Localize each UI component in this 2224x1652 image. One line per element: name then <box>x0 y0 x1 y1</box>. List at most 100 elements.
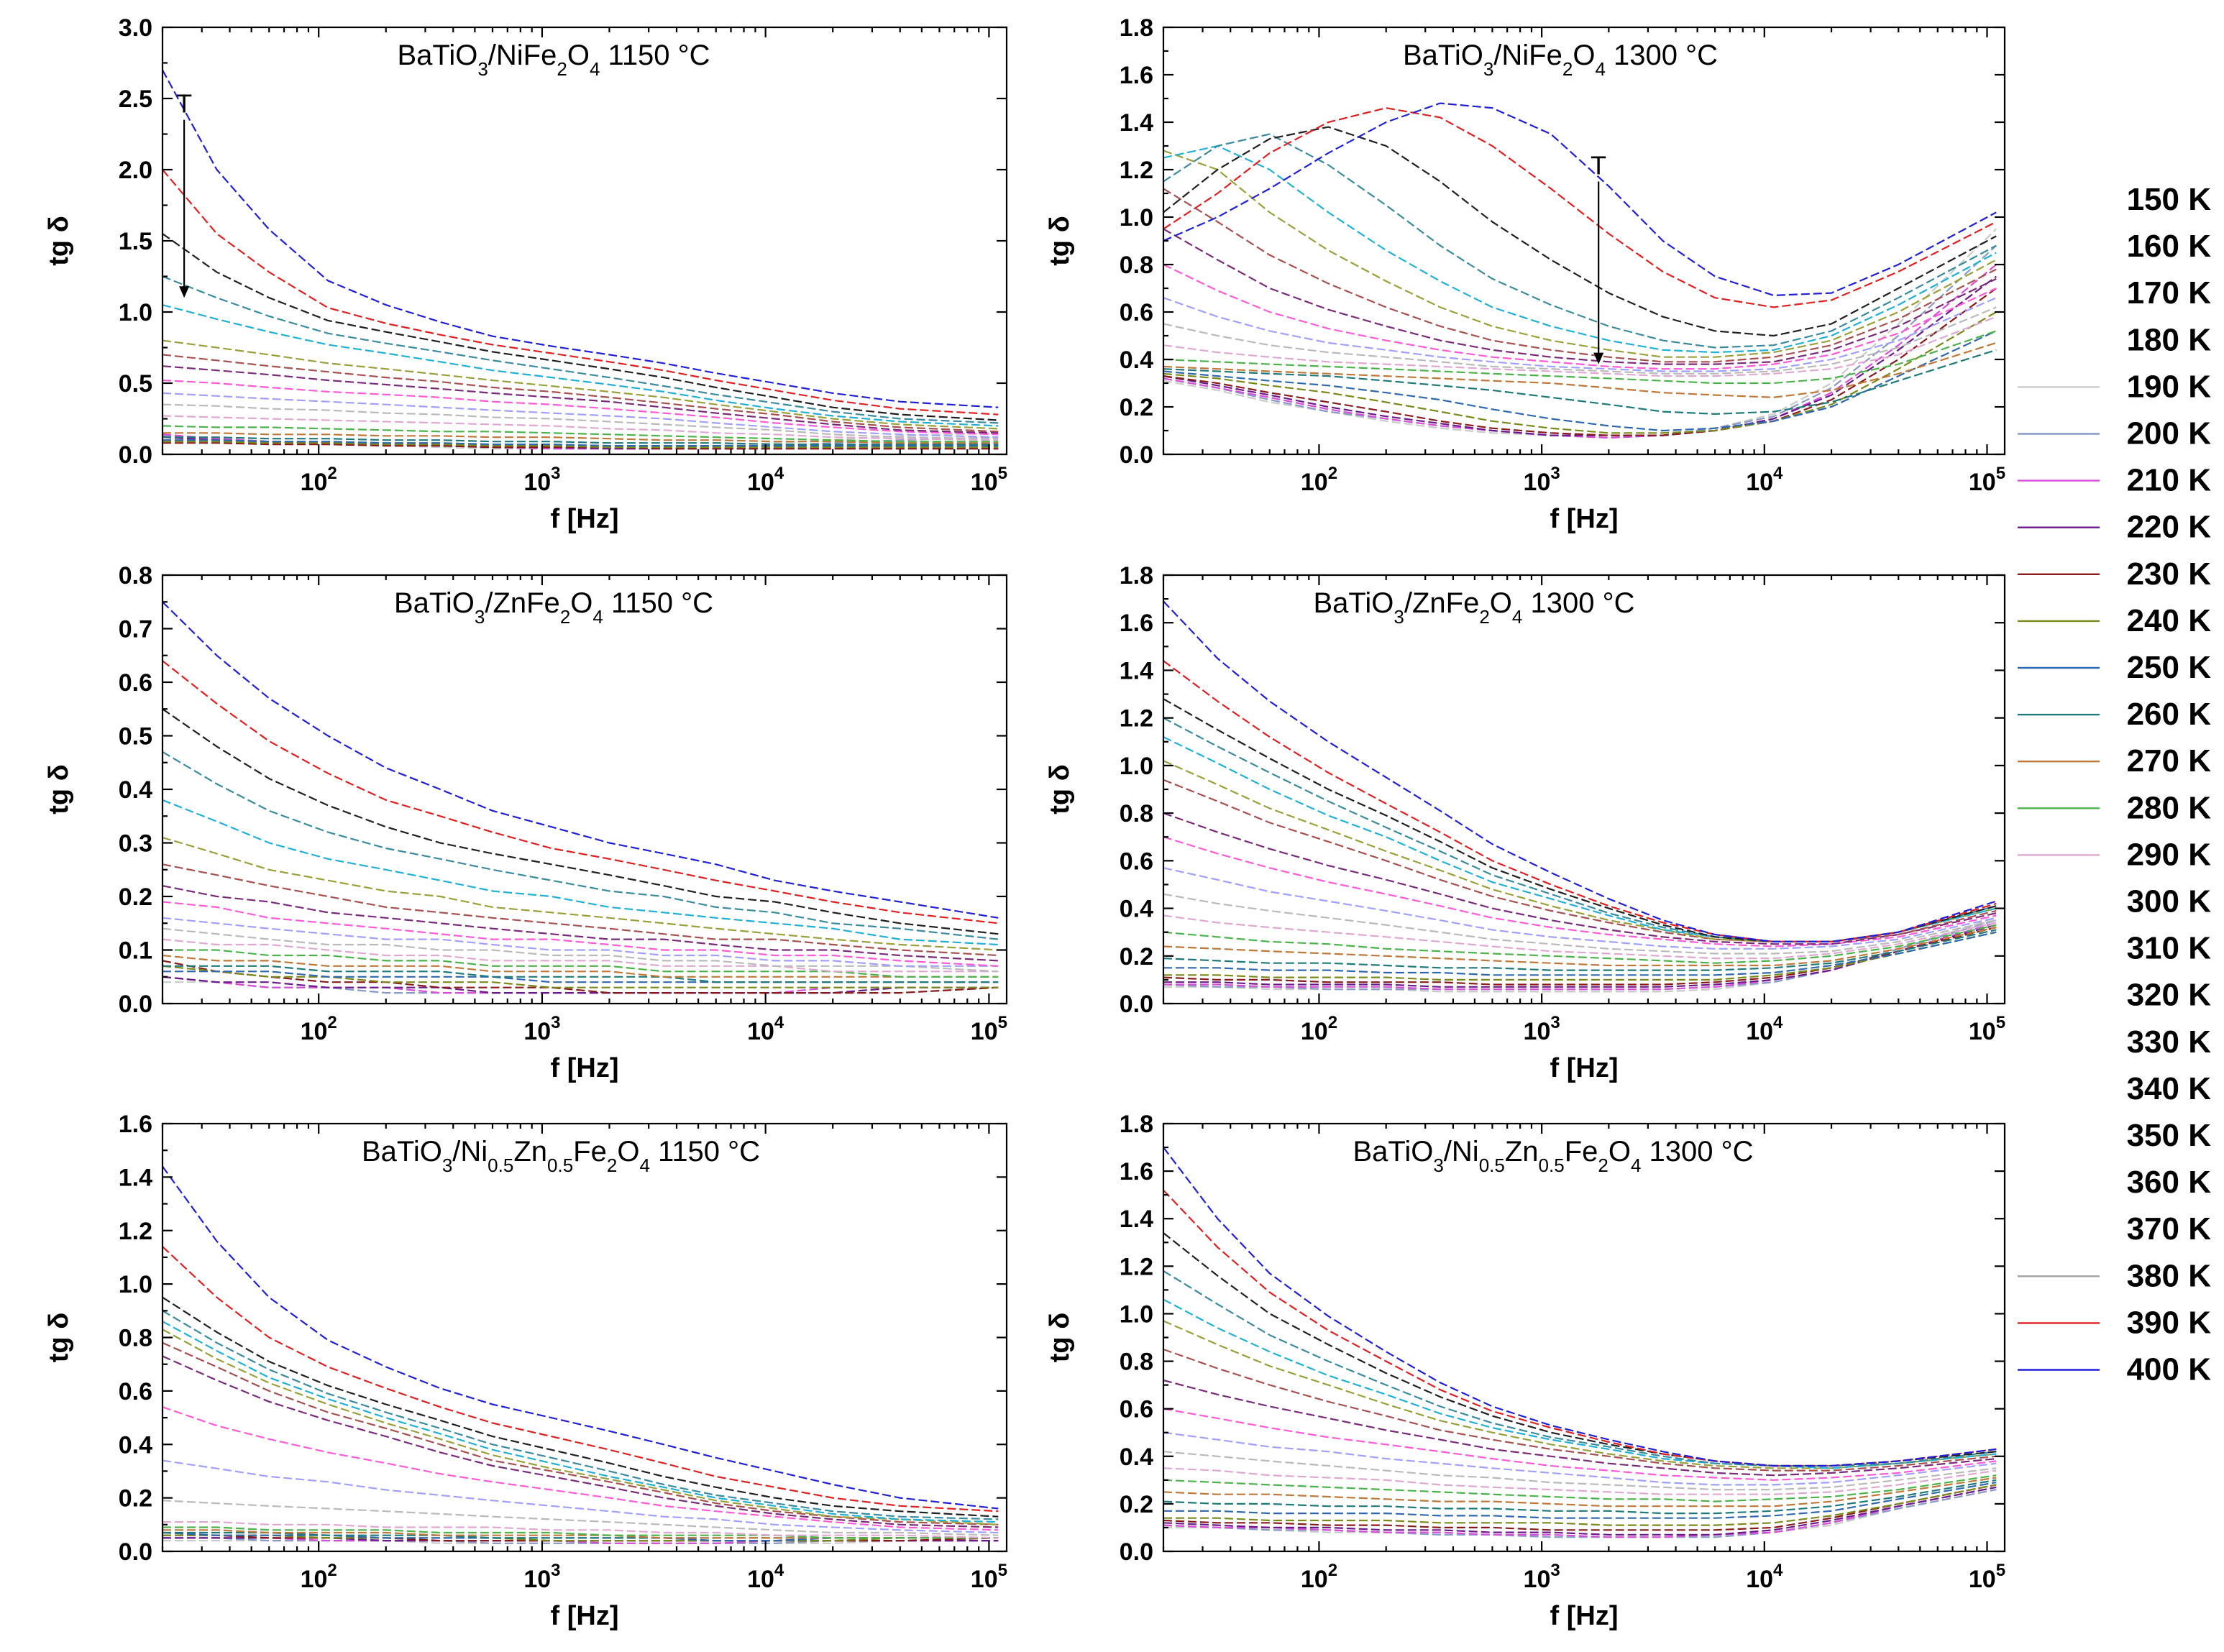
series-line-230k <box>163 442 999 450</box>
series-line-370k <box>1163 717 1997 943</box>
y-tick-label: 0.8 <box>1120 252 1153 279</box>
y-axis-label: tg δ <box>44 216 74 265</box>
x-axis-label: f [Hz] <box>551 1601 619 1631</box>
series-line-290k <box>163 415 999 441</box>
panel-p5: 0.0 0.2 0.4 0.6 0.8 1.0 1.2 1.4 1.6 102 103 104 105 f… <box>44 1111 1008 1631</box>
panel-p1: 0.0 0.5 1.0 1.5 2.0 2.5 3.0 102 103 104 105 f [Hz] t… <box>44 14 1008 534</box>
legend-label: 320 K <box>2127 978 2212 1013</box>
y-tick-label: 0.2 <box>1120 943 1153 970</box>
x-tick-label: 103 <box>1524 1561 1560 1593</box>
x-tick-label: 104 <box>747 1561 784 1593</box>
y-axis-label: tg δ <box>1045 764 1075 814</box>
series-line-230k <box>1163 288 1997 436</box>
panel-title: BaTiO3/ZnFe2O4 1300 °C <box>1314 587 1635 628</box>
y-tick-label: 2.0 <box>119 157 152 184</box>
series-line-350k <box>1163 150 1997 358</box>
x-tick-label: 104 <box>747 1013 784 1045</box>
x-tick-label: 102 <box>1301 1561 1337 1593</box>
series-line-350k <box>163 1329 999 1525</box>
series-line-270k <box>163 954 999 978</box>
series-group <box>1163 102 1998 439</box>
series-line-330k <box>163 885 999 962</box>
y-tick-label: 0.4 <box>1120 896 1153 923</box>
x-tick-label: 103 <box>1524 464 1560 496</box>
y-tick-label: 0.8 <box>1120 1349 1153 1376</box>
x-tick-label: 105 <box>971 464 1007 496</box>
x-tick-label: 103 <box>1524 1013 1560 1045</box>
series-line-380k <box>163 1296 999 1518</box>
x-axis-label: f [Hz] <box>551 504 619 534</box>
series-line-330k <box>163 1355 999 1528</box>
panel-title: BaTiO3/Ni0.5Zn0.5Fe2O4 1150 °C <box>362 1136 760 1176</box>
series-line-380k <box>163 708 999 935</box>
legend-label: 310 K <box>2127 931 2212 966</box>
y-tick-label: 0.0 <box>119 991 152 1018</box>
series-line-250k <box>1163 330 1997 432</box>
legend-label: 160 K <box>2127 229 2212 264</box>
series-line-220k <box>1163 924 1997 988</box>
panel-p3: 0.0 0.1 0.2 0.3 0.4 0.5 0.6 0.7 0.8 102 103 104 105 f… <box>44 562 1008 1083</box>
series-line-280k <box>1163 330 1997 385</box>
y-tick-label: 0.2 <box>119 1485 152 1513</box>
legend-label: 380 K <box>2127 1258 2212 1293</box>
series-line-350k <box>163 339 999 430</box>
legend-label: 150 K <box>2127 182 2212 217</box>
series-line-400k <box>1163 102 1997 297</box>
series-line-350k <box>1163 1320 1997 1469</box>
legend-label: 200 K <box>2127 416 2212 451</box>
legend-label: 260 K <box>2127 697 2212 732</box>
panel-title: BaTiO3/ZnFe2O4 1150 °C <box>394 587 713 628</box>
panel-title: BaTiO3/Ni0.5Zn0.5Fe2O4 1300 °C <box>1353 1136 1753 1176</box>
x-tick-label: 103 <box>523 1013 560 1045</box>
series-line-380k <box>1163 126 1997 337</box>
panel-p4: 0.0 0.2 0.4 0.6 0.8 1.0 1.2 1.4 1.6 1.8 102 103 104 1… <box>1045 562 2006 1083</box>
series-line-370k <box>1163 133 1997 349</box>
series-line-250k <box>163 439 999 447</box>
series-line-240k <box>1163 1484 1997 1526</box>
series-line-240k <box>1163 311 1997 434</box>
series-line-330k <box>1163 812 1997 945</box>
x-tick-label: 105 <box>1969 1013 2005 1045</box>
y-tick-label: 1.4 <box>1120 109 1153 137</box>
x-tick-label: 105 <box>971 1013 1007 1045</box>
y-axis-label: tg δ <box>44 764 74 814</box>
series-line-360k <box>163 799 999 946</box>
series-group <box>1163 1147 1997 1538</box>
series-line-320k <box>1163 264 1997 370</box>
series-line-390k <box>163 660 999 924</box>
x-axis-label: f [Hz] <box>551 1053 619 1083</box>
y-tick-label: 0.7 <box>119 616 152 643</box>
x-tick-label: 104 <box>747 464 784 496</box>
panels: 0.0 0.5 1.0 1.5 2.0 2.5 3.0 102 103 104 105 f [Hz] t… <box>44 14 2006 1631</box>
series-group <box>163 1165 999 1544</box>
series-line-240k <box>163 441 999 449</box>
x-tick-label: 104 <box>1746 1561 1783 1593</box>
y-tick-label: 0.8 <box>119 562 152 589</box>
series-line-360k <box>163 1321 999 1523</box>
y-tick-label: 0.4 <box>1120 1444 1153 1471</box>
series-line-360k <box>1163 1298 1997 1469</box>
y-axis-label: tg δ <box>1045 216 1075 265</box>
x-tick-label: 104 <box>1746 1013 1783 1045</box>
temperature-arrow-label: T <box>176 89 192 119</box>
series-line-220k <box>1163 275 1997 436</box>
legend-label: 230 K <box>2127 556 2212 592</box>
series-line-400k <box>1163 1147 1997 1467</box>
y-tick-label: 1.0 <box>119 1271 152 1298</box>
series-line-390k <box>163 169 999 416</box>
y-tick-label: 1.4 <box>1120 1206 1153 1233</box>
legend-label: 210 K <box>2127 463 2212 498</box>
x-axis-label: f [Hz] <box>1550 504 1619 534</box>
legend-label: 340 K <box>2127 1071 2212 1106</box>
y-tick-label: 1.0 <box>1120 204 1153 231</box>
y-tick-label: 0.0 <box>119 1538 152 1566</box>
panel-p2: 0.0 0.2 0.4 0.6 0.8 1.0 1.2 1.4 1.6 1.8 102 103 104 1… <box>1045 14 2006 534</box>
y-tick-label: 0.6 <box>119 1378 152 1405</box>
x-tick-label: 103 <box>523 464 560 496</box>
series-line-300k <box>163 927 999 973</box>
y-tick-label: 1.2 <box>1120 157 1153 184</box>
y-tick-label: 1.6 <box>1120 1158 1153 1185</box>
y-tick-label: 3.0 <box>119 14 152 42</box>
